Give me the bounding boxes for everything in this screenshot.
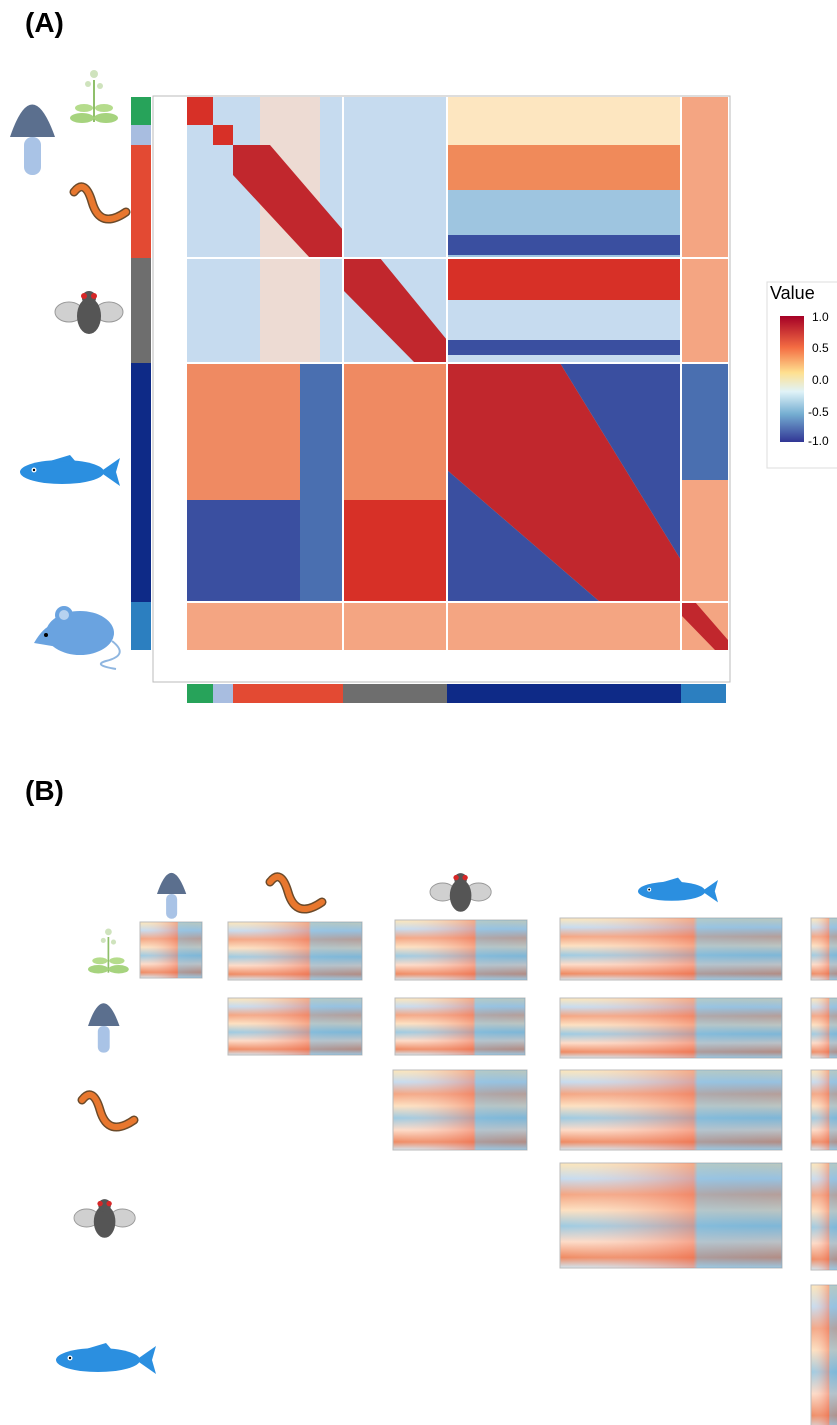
strip [131,97,151,125]
icon-fish [20,455,120,486]
strip [131,125,151,145]
icon-mushroom [10,105,55,176]
mini-heatmap-overlay [811,1285,837,1425]
mini-heatmap-overlay [811,998,837,1058]
mini-heatmap-overlay [140,922,202,978]
colorbar [780,316,804,442]
cell-block [187,500,300,602]
col-strip [187,684,726,703]
legend-tick: 0.5 [812,341,829,355]
icon-plant [88,929,129,974]
cell-block [187,97,213,125]
cell-block [213,125,233,145]
icon-worm [74,187,126,219]
pairwise-heatmaps [140,918,837,1425]
icon-fish [56,1343,156,1374]
icon-worm [82,1095,134,1127]
cell-block [447,145,681,190]
strip [131,602,151,650]
mini-heatmap-overlay [228,998,362,1055]
row-strip [131,97,151,650]
mini-heatmap-overlay [228,922,362,980]
cell-block [187,602,447,650]
cell-block [681,363,728,480]
mini-heatmap-overlay [395,920,527,980]
mini-heatmap-overlay [560,1163,782,1268]
legend-tick: -1.0 [808,434,829,448]
icon-mushroom [157,873,186,919]
icon-fly [55,291,123,334]
legend-tick: 1.0 [812,310,829,324]
heatmap [187,97,728,650]
figure: (A) [0,0,837,1425]
icon-fly [74,1199,135,1238]
mini-heatmap-overlay [560,998,782,1058]
strip [131,145,151,258]
mini-heatmap-overlay [811,918,837,980]
mini-heatmap-overlay [560,1070,782,1150]
strip [233,684,343,703]
legend: Value 1.0 0.5 0.0 -0.5 -1.0 [767,282,837,468]
legend-title: Value [770,283,815,303]
icon-mushroom [88,1003,120,1052]
icon-worm [270,877,322,909]
mini-heatmap-overlay [811,1163,837,1270]
strip [187,684,213,703]
icon-mouse [34,606,120,669]
mini-heatmap-overlay [560,918,782,980]
strip [681,684,726,703]
panel-label: (A) [25,7,64,38]
mini-heatmap-overlay [811,1070,837,1150]
icon-fly [430,873,491,912]
cell-block [447,340,681,355]
mini-heatmap-overlay [395,998,525,1055]
icon-fish [638,878,718,903]
cell-block [447,235,681,255]
cell-block [447,258,681,300]
cell-block [447,602,681,650]
strip [343,684,447,703]
cell-block [343,500,447,602]
legend-tick: -0.5 [808,405,829,419]
strip [131,258,151,363]
page: {"panel_a": {"label": "(A)", "legend": {… [0,0,837,1425]
panel-label: (B) [25,775,64,806]
mini-heatmap-overlay [393,1070,527,1150]
strip [447,684,681,703]
strip [131,363,151,602]
icon-plant [70,70,118,123]
strip [213,684,233,703]
cell-block [300,363,343,602]
legend-tick: 0.0 [812,373,829,387]
cell-block [447,97,681,145]
